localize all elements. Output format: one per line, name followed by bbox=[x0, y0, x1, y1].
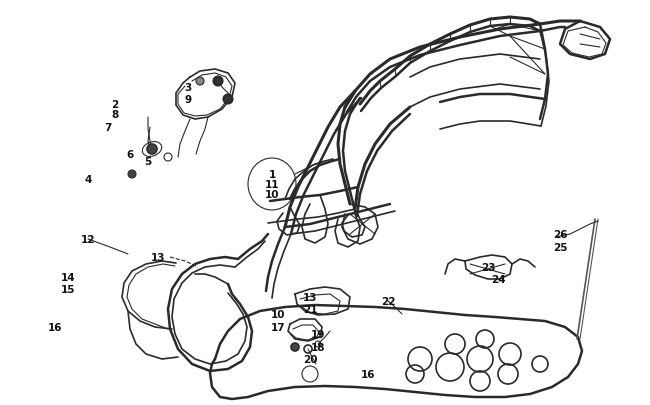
Text: 8: 8 bbox=[111, 110, 118, 120]
Text: 12: 12 bbox=[81, 234, 96, 244]
Text: 9: 9 bbox=[185, 95, 192, 105]
Circle shape bbox=[223, 95, 233, 105]
Text: 25: 25 bbox=[552, 243, 567, 252]
Circle shape bbox=[128, 171, 136, 179]
Text: 14: 14 bbox=[60, 272, 75, 282]
Text: 11: 11 bbox=[265, 179, 279, 190]
Text: 10: 10 bbox=[271, 309, 285, 319]
Circle shape bbox=[291, 343, 299, 351]
Text: 20: 20 bbox=[303, 354, 317, 364]
Circle shape bbox=[147, 145, 157, 155]
Text: 24: 24 bbox=[491, 274, 505, 284]
Text: 3: 3 bbox=[185, 83, 192, 93]
Text: 16: 16 bbox=[47, 322, 62, 332]
Text: 19: 19 bbox=[311, 329, 325, 339]
Text: 22: 22 bbox=[381, 296, 395, 306]
Text: 16: 16 bbox=[361, 369, 375, 379]
Text: 4: 4 bbox=[84, 175, 92, 185]
Text: 5: 5 bbox=[144, 157, 151, 166]
Text: 21: 21 bbox=[303, 304, 317, 314]
Text: 15: 15 bbox=[60, 284, 75, 294]
Text: 13: 13 bbox=[151, 252, 165, 262]
Text: 2: 2 bbox=[111, 100, 118, 110]
Text: 13: 13 bbox=[303, 292, 317, 302]
Circle shape bbox=[196, 78, 204, 86]
Text: 1: 1 bbox=[268, 170, 276, 179]
Text: 26: 26 bbox=[552, 230, 567, 239]
Text: 6: 6 bbox=[126, 149, 134, 160]
Text: 10: 10 bbox=[265, 190, 279, 200]
Text: 17: 17 bbox=[270, 322, 285, 332]
Text: 23: 23 bbox=[481, 262, 495, 272]
Text: 7: 7 bbox=[104, 123, 112, 133]
Text: 18: 18 bbox=[311, 342, 325, 352]
Circle shape bbox=[213, 77, 223, 87]
